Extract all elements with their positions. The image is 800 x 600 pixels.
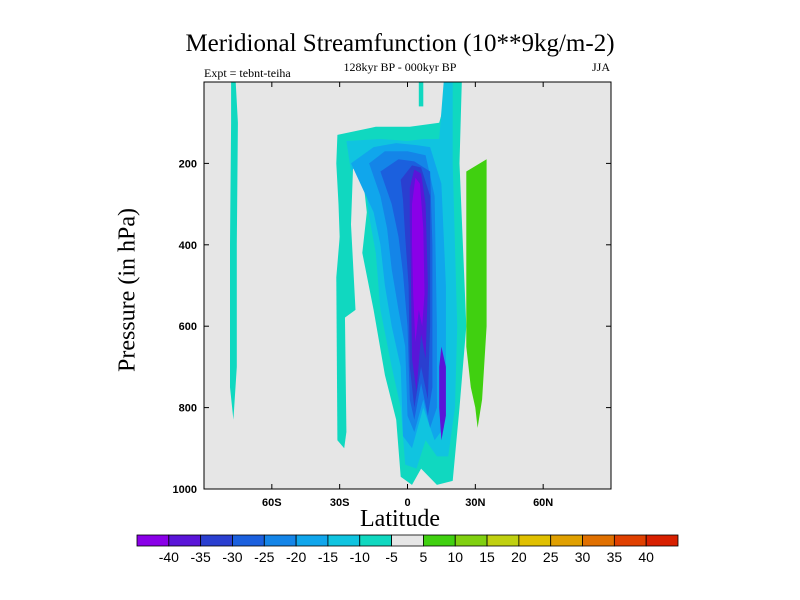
colorbar-swatch: [359, 534, 392, 547]
colorbar-label: 40: [638, 549, 654, 565]
colorbar-label: 5: [420, 549, 428, 565]
colorbar-swatch: [423, 534, 456, 547]
colorbar-swatch: [391, 534, 424, 547]
colorbar-label: 20: [511, 549, 527, 565]
y-tick-label: 400: [179, 240, 197, 252]
colorbar-swatch: [200, 534, 233, 547]
contour-region-neg40-10: [412, 177, 425, 343]
colorbar: -40 -35 -30 -25 -20 -15 -10 -5 5 10 15 20 25 30 35 40: [136, 534, 679, 565]
y-tick-label: 1000: [173, 484, 197, 496]
x-axis-ticks: 60S 30S 0 30N 60N: [262, 82, 553, 509]
colorbar-swatch: [295, 534, 329, 547]
colorbar-label: 25: [543, 549, 559, 565]
y-tick-label: 200: [179, 158, 197, 170]
colorbar-swatch: [454, 534, 488, 547]
colorbar-label: -35: [191, 549, 211, 565]
colorbar-label: -5: [385, 549, 398, 565]
contour-region-neg5-1: [418, 82, 424, 107]
colorbar-swatch: [518, 534, 552, 547]
period-label: 128kyr BP - 000kyr BP: [343, 60, 457, 74]
x-tick-label: 30N: [465, 497, 485, 509]
x-tick-label: 30S: [330, 497, 350, 509]
colorbar-swatch: [550, 534, 583, 547]
y-tick-label: 600: [179, 321, 197, 333]
colorbar-label: -40: [159, 549, 179, 565]
contour-regions: [230, 82, 487, 485]
x-tick-label: 0: [404, 497, 410, 509]
colorbar-label: -25: [254, 549, 274, 565]
colorbar-swatch: [613, 534, 647, 547]
colorbar-label: -20: [286, 549, 306, 565]
x-axis-label: Latitude: [360, 506, 440, 532]
colorbar-label: 10: [447, 549, 463, 565]
colorbar-swatch: [645, 534, 679, 547]
colorbar-label: 15: [479, 549, 495, 565]
season-label: JJA: [591, 60, 610, 74]
colorbar-swatch: [136, 534, 170, 547]
contour-region-neg5-0: [230, 82, 238, 420]
y-tick-label: 800: [179, 403, 197, 415]
y-axis-ticks: 200 400 600 800 1000: [173, 158, 611, 496]
colorbar-swatch: [168, 534, 202, 547]
colorbar-label: -30: [222, 549, 242, 565]
colorbar-swatch: [232, 534, 265, 547]
experiment-label: Expt = tebnt-teiha: [204, 66, 291, 80]
colorbar-label: 35: [607, 549, 623, 565]
colorbar-swatch: [263, 534, 297, 547]
contour-region-neg35-11: [439, 346, 446, 441]
colorbar-label: 30: [575, 549, 591, 565]
chart-title: Meridional Streamfunction (10**9kg/m-2): [185, 30, 615, 57]
colorbar-label: -15: [318, 549, 338, 565]
x-tick-label: 60S: [262, 497, 282, 509]
colorbar-swatch: [327, 534, 361, 547]
colorbar-swatch: [582, 534, 615, 547]
colorbar-swatch: [486, 534, 520, 547]
x-tick-label: 60N: [533, 497, 553, 509]
colorbar-label: -10: [350, 549, 370, 565]
contour-region-10-12: [466, 159, 487, 428]
